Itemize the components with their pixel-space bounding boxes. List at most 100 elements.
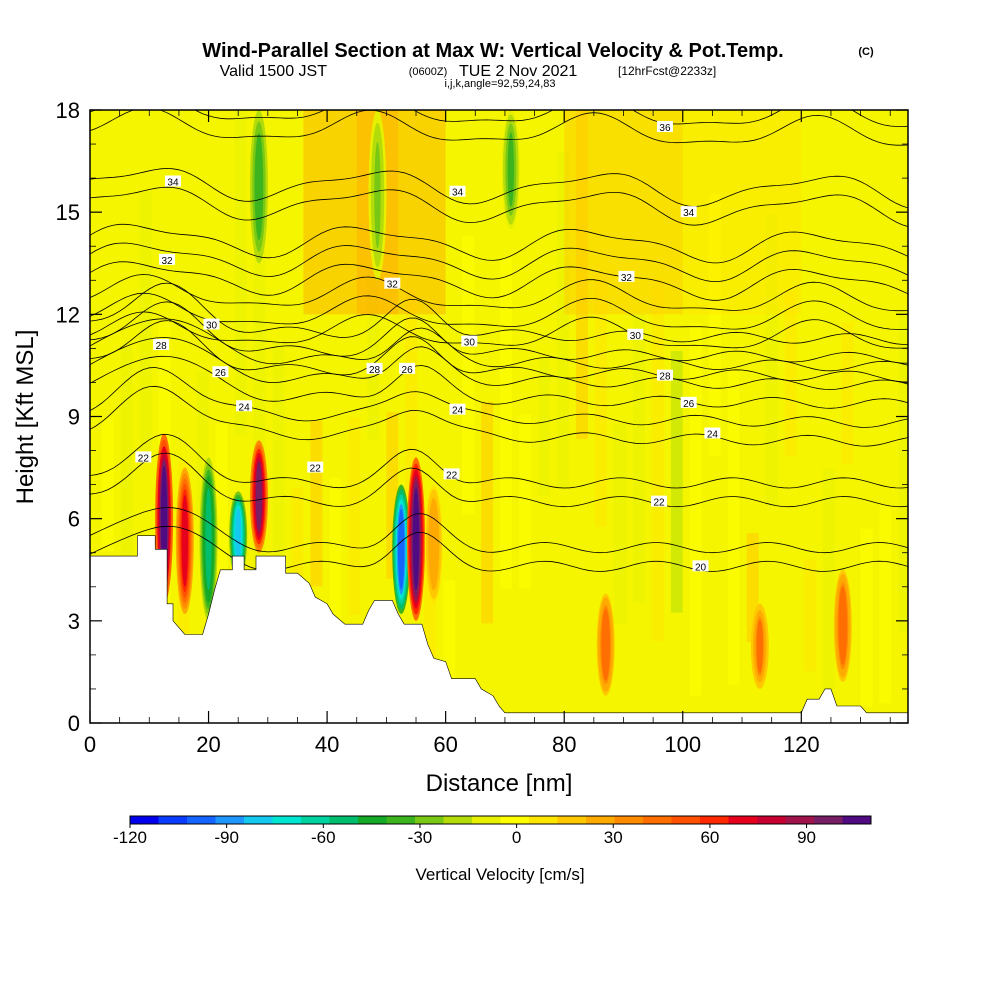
theta-contour-line — [90, 507, 908, 554]
contour-label-bg — [449, 403, 466, 415]
contour-label: 24 — [236, 400, 253, 413]
velocity-streak — [500, 257, 513, 589]
contour-label-text: 34 — [683, 208, 695, 219]
velocity-streak — [557, 151, 569, 489]
colorbar-frame — [129, 815, 872, 825]
colorbar-swatch — [130, 816, 159, 824]
contour-label: 28 — [656, 369, 673, 383]
colorbar-tick-label: -90 — [214, 828, 239, 847]
x-tick-label: 100 — [664, 732, 701, 757]
theta-contours — [90, 110, 908, 572]
velocity-streak — [860, 528, 873, 708]
theta-contour-line — [90, 320, 908, 383]
colorbar-swatch — [443, 816, 473, 824]
contour-label: 36 — [656, 121, 673, 134]
velocity-streak — [348, 417, 361, 616]
colorbar-swatch — [272, 816, 302, 824]
y-tick-label: 6 — [68, 507, 80, 532]
theta-contour-line — [90, 274, 908, 312]
contour-label-text: 32 — [161, 256, 173, 267]
x-tick-label: 60 — [433, 732, 457, 757]
title-block: Wind-Parallel Section at Max W: Vertical… — [202, 40, 874, 90]
velocity-cell — [412, 488, 420, 591]
colorbar-swatch — [329, 816, 359, 824]
velocity-cell — [507, 132, 515, 207]
contour-label: 22 — [651, 495, 668, 509]
colorbar-swatch — [358, 816, 387, 824]
velocity-cell — [398, 508, 405, 590]
colorbar-swatch — [814, 816, 843, 824]
colorbar-swatch — [158, 816, 188, 824]
velocity-cell — [255, 461, 263, 532]
velocity-streak — [481, 401, 494, 624]
contour-label-text: 22 — [310, 464, 322, 475]
valid-date-label: TUE 2 Nov 2021 — [459, 63, 577, 80]
velocity-cell — [839, 590, 846, 662]
contour-label-text: 26 — [683, 399, 695, 410]
colorbar: -120 -90 -60 -30 0 30 60 90 — [113, 815, 872, 847]
contour-label: 24 — [449, 403, 466, 417]
contour-label-bg — [366, 362, 383, 374]
contour-label: 24 — [704, 427, 721, 441]
colorbar-swatch — [529, 816, 558, 824]
velocity-streak — [613, 424, 626, 624]
velocity-streak — [329, 477, 342, 622]
colorbar-label: Vertical Velocity [cm/s] — [415, 865, 584, 884]
theta-contour-line — [90, 242, 908, 282]
y-tick-label: 9 — [68, 405, 80, 430]
velocity-streak — [424, 518, 437, 682]
velocity-cell — [205, 488, 212, 591]
y-tick-label: 18 — [56, 98, 80, 123]
velocity-cell — [756, 619, 763, 673]
theta-contour-line — [90, 525, 908, 572]
contour-label-bg — [656, 121, 673, 133]
contour-label-text: 22 — [446, 470, 458, 481]
colorbar-swatch — [301, 816, 330, 824]
colorbar-swatch — [842, 816, 872, 824]
contour-label-text: 34 — [452, 188, 464, 199]
contour-label-text: 20 — [695, 562, 707, 573]
velocity-cell — [374, 141, 381, 249]
velocity-streak — [689, 323, 702, 696]
theta-contour-line — [90, 282, 908, 345]
velocity-streak — [595, 273, 607, 527]
contour-label-text: 26 — [402, 365, 414, 376]
colorbar-swatch — [700, 816, 729, 824]
plot-area: 22 24 26 28 30 32 34 22 28 26 32 34 30 24 22 36 34 32 30 28… — [90, 110, 908, 723]
colorbar-swatch — [643, 816, 672, 824]
velocity-streak — [291, 488, 304, 637]
contour-label-text: 32 — [621, 273, 633, 284]
velocity-streak — [234, 110, 247, 436]
contour-label-bg — [692, 560, 709, 572]
y-axis-label: Height [Kft MSL] — [12, 330, 39, 505]
contour-label: 26 — [212, 366, 229, 379]
theta-contour-line — [90, 367, 908, 428]
velocity-streak — [822, 468, 835, 717]
contour-label-text: 34 — [167, 178, 179, 189]
velocity-streak — [632, 313, 645, 603]
velocity-streak — [196, 371, 209, 518]
colorbar-swatch — [386, 816, 416, 824]
contour-label-bg — [399, 362, 416, 374]
velocity-streak — [746, 533, 759, 642]
x-tick-label: 40 — [315, 732, 339, 757]
velocity-cell — [181, 495, 189, 587]
velocity-streak — [272, 342, 285, 595]
velocity-cell — [255, 138, 263, 235]
contour-label: 34 — [680, 206, 697, 219]
copyright-mark: (C) — [858, 46, 874, 58]
colorbar-tick-label: 90 — [797, 828, 816, 847]
chart-title: Wind-Parallel Section at Max W: Vertical… — [202, 40, 783, 62]
valid-time-label: Valid 1500 JST — [220, 63, 328, 80]
theta-contour-line — [90, 167, 908, 209]
velocity-streak — [898, 314, 908, 633]
contour-label-text: 28 — [156, 341, 168, 352]
theta-contour-line — [90, 355, 908, 409]
y-tick-label: 15 — [56, 200, 80, 225]
contour-label-bg — [135, 451, 152, 463]
terrain-mask — [90, 535, 908, 723]
contour-label-bg — [449, 185, 466, 197]
contour-label-bg — [618, 270, 635, 282]
y-tick-label: 3 — [68, 609, 80, 634]
theta-contour-line — [90, 186, 908, 227]
